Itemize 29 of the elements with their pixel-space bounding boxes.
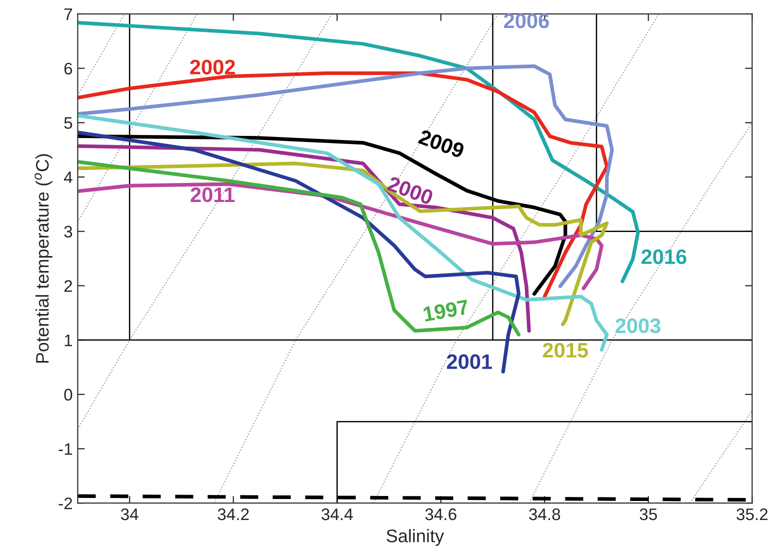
y-tick-label: 2 <box>64 280 72 292</box>
y-tick-label: 4 <box>64 172 72 184</box>
y-tick-label: -1 <box>58 443 72 455</box>
x-tick-label: 34.4 <box>322 508 353 520</box>
series-label: 2003 <box>616 318 660 334</box>
text: 1997 <box>422 299 469 322</box>
y-tick-label: 6 <box>64 62 72 75</box>
text: 2000 <box>386 176 434 206</box>
y-axis-title: Potential temperature ($^{o}$C) <box>34 154 52 363</box>
y-tick-label: -2 <box>58 498 72 510</box>
x-tick-label: 35 <box>640 508 657 520</box>
y-tick-label: 0 <box>64 388 72 401</box>
series-label: 2016 <box>641 249 686 264</box>
y-tick-label: 1 <box>64 334 72 346</box>
x-tick-label: 34 <box>120 508 138 520</box>
y-tick-label: 3 <box>64 226 72 238</box>
series-label: 2015 <box>542 342 588 358</box>
x-axis-title: Salinity <box>386 529 444 546</box>
text: 2009 <box>418 129 466 158</box>
x-tick-label: 34.8 <box>529 508 560 520</box>
x-tick-label: 35.2 <box>736 508 768 520</box>
series-label: 2001 <box>446 354 492 370</box>
series-label: 2011 <box>190 187 235 202</box>
x-tick-label: 34.2 <box>218 508 249 520</box>
series-label: 2006 <box>504 14 549 28</box>
x-tick-label: 34.6 <box>425 508 456 520</box>
y-tick-label: 7 <box>64 8 72 20</box>
series-label: 2002 <box>190 60 235 74</box>
y-tick-label: 5 <box>64 117 72 129</box>
